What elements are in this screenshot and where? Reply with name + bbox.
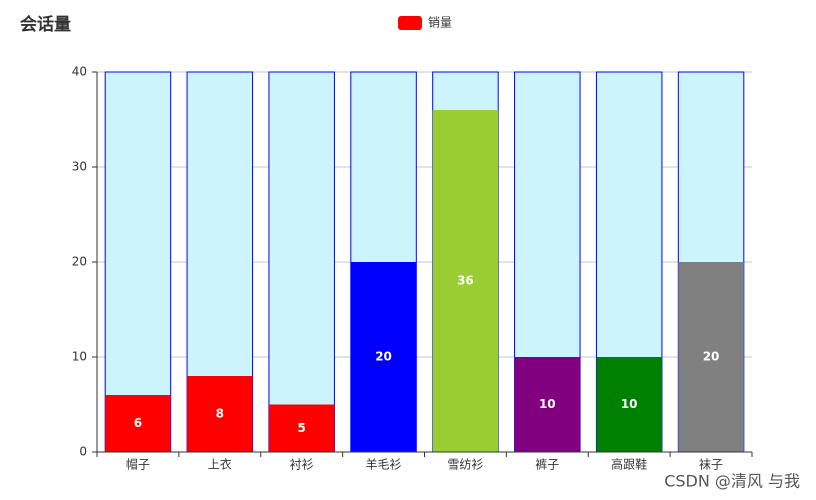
bar <box>514 357 581 452</box>
x-tick-label: 衬衫 <box>290 458 314 472</box>
bar <box>187 376 253 452</box>
data-label: 10 <box>621 397 638 411</box>
bar <box>350 262 417 452</box>
watermark: CSDN @清风 与我 <box>664 472 800 491</box>
bar <box>105 395 171 452</box>
data-label: 6 <box>134 416 142 430</box>
bar <box>268 404 335 452</box>
x-tick-label: 羊毛衫 <box>366 457 402 472</box>
data-label: 20 <box>375 350 392 364</box>
x-tick-label: 裤子 <box>535 458 559 472</box>
chart-title: 会话量 <box>20 14 71 35</box>
y-tick-label: 0 <box>79 445 87 459</box>
y-tick-label: 30 <box>72 160 87 174</box>
data-label: 8 <box>216 407 224 421</box>
data-label: 36 <box>457 274 474 288</box>
y-tick-label: 10 <box>72 350 87 364</box>
x-tick-label: 袜子 <box>699 458 723 472</box>
bar <box>678 262 744 452</box>
x-tick-label: 上衣 <box>208 457 232 472</box>
y-tick-label: 20 <box>72 255 87 269</box>
bar <box>432 110 499 452</box>
data-label: 10 <box>539 397 556 411</box>
x-tick-label: 雪纺衫 <box>447 458 483 472</box>
y-tick-label: 40 <box>72 65 87 79</box>
legend-label: 销量 <box>428 16 452 30</box>
data-label: 20 <box>703 350 720 364</box>
x-tick-label: 高跟鞋 <box>611 457 647 472</box>
legend-swatch <box>398 16 422 30</box>
data-label: 5 <box>298 421 306 435</box>
bar-background <box>104 71 172 453</box>
bar <box>596 357 662 452</box>
x-tick-label: 帽子 <box>126 457 150 472</box>
bar-background <box>268 71 335 453</box>
